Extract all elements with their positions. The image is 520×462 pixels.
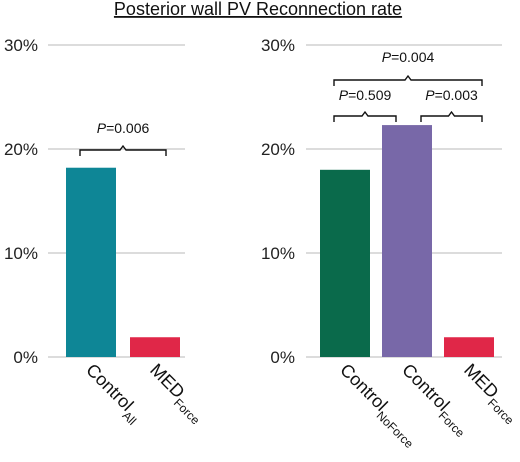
significance-bracket <box>79 144 167 156</box>
category-subscript: Force <box>171 396 203 428</box>
chart-title: Posterior wall PV Reconnection rate <box>114 0 402 19</box>
y-tick-label: 10% <box>4 244 38 263</box>
p-value-label: P=0.004 <box>382 49 435 65</box>
p-value: =0.509 <box>348 87 391 103</box>
y-tick-label: 30% <box>261 36 295 55</box>
p-value-label: P=0.509 <box>339 87 392 103</box>
significance-bracket <box>333 110 397 122</box>
p-symbol: P <box>339 87 349 103</box>
x-category-label: MEDForce <box>143 360 211 428</box>
y-tick-label: 30% <box>4 36 38 55</box>
y-tick-label: 10% <box>261 244 295 263</box>
category-main: MED <box>146 360 188 402</box>
y-tick-label: 20% <box>261 140 295 159</box>
category-subscript: Force <box>436 408 468 440</box>
category-main: Control <box>336 360 391 415</box>
category-main: MED <box>460 360 502 402</box>
p-symbol: P <box>382 49 392 65</box>
p-value: =0.003 <box>435 87 478 103</box>
bar <box>66 167 116 357</box>
significance-bracket <box>420 110 483 122</box>
significance-bracket <box>333 74 483 86</box>
p-symbol: P <box>97 120 107 136</box>
p-symbol: P <box>425 87 435 103</box>
p-value: =0.006 <box>106 120 149 136</box>
category-main: Control <box>82 360 137 415</box>
p-value-label: P=0.003 <box>425 87 478 103</box>
y-tick-label: 0% <box>13 348 38 367</box>
p-value: =0.004 <box>391 49 434 65</box>
category-subscript: NoForce <box>374 408 417 451</box>
bar <box>320 169 370 357</box>
category-subscript: Force <box>485 396 517 428</box>
x-category-label: MEDForce <box>457 360 520 428</box>
bar <box>444 337 494 357</box>
x-category-label: ControlAll <box>79 360 147 428</box>
bar <box>130 337 180 357</box>
category-main: Control <box>398 360 453 415</box>
y-tick-label: 20% <box>4 140 38 159</box>
y-tick-label: 0% <box>270 348 295 367</box>
p-value-label: P=0.006 <box>97 120 150 136</box>
bar <box>382 125 432 357</box>
